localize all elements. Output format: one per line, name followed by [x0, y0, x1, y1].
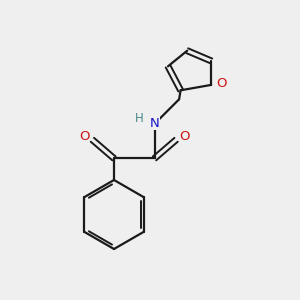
Text: H: H — [134, 112, 143, 125]
Text: N: N — [150, 117, 160, 130]
Text: O: O — [217, 77, 227, 90]
Text: O: O — [179, 130, 190, 143]
Text: O: O — [79, 130, 89, 143]
